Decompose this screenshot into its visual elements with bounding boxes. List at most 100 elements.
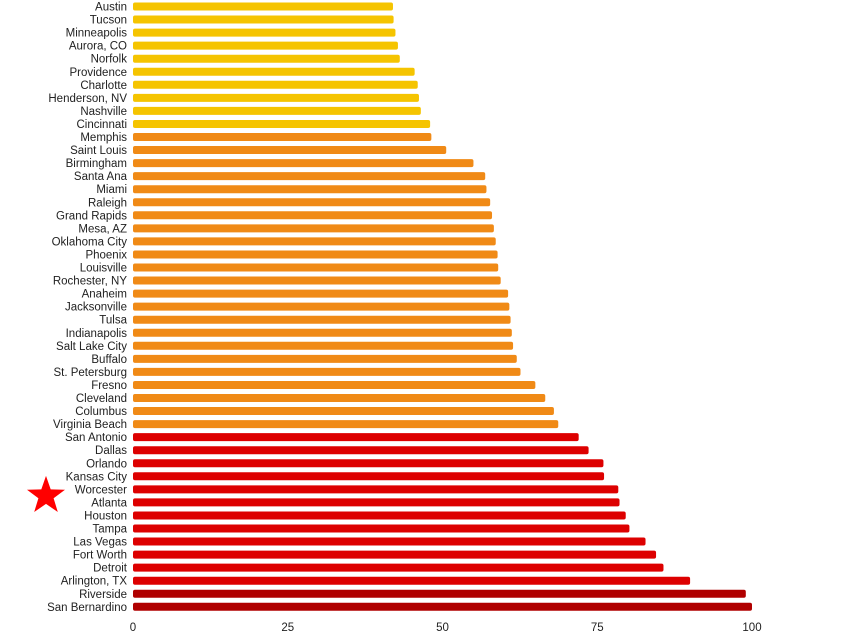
category-label: Cincinnati <box>77 119 128 131</box>
category-label: Phoenix <box>85 249 127 261</box>
bar <box>133 602 752 611</box>
category-label: Arlington, TX <box>61 576 128 588</box>
category-label: Charlotte <box>80 80 127 92</box>
bar <box>133 589 746 598</box>
category-label: Raleigh <box>88 197 127 209</box>
category-label: Fresno <box>91 380 127 392</box>
bar <box>133 563 664 572</box>
bar <box>133 67 415 76</box>
bar <box>133 433 579 442</box>
bar <box>133 172 486 181</box>
category-label: Buffalo <box>91 354 127 366</box>
bars-layer <box>133 2 752 611</box>
bar <box>133 250 498 259</box>
category-label: Orlando <box>86 458 127 470</box>
bar <box>133 446 589 455</box>
category-label: Tulsa <box>99 315 127 327</box>
category-label: Riverside <box>79 589 127 601</box>
category-label: Providence <box>69 67 127 79</box>
category-label: Worcester <box>75 484 127 496</box>
category-label: Henderson, NV <box>48 93 127 105</box>
category-label: Cleveland <box>76 393 127 405</box>
category-label: Jacksonville <box>65 302 127 314</box>
category-label: Atlanta <box>91 497 127 509</box>
bar <box>133 41 398 50</box>
category-label: Austin <box>95 2 127 14</box>
category-label: Kansas City <box>66 471 128 483</box>
bar <box>133 302 510 311</box>
category-label: Tampa <box>92 524 127 536</box>
category-label: Salt Lake City <box>56 341 127 353</box>
bar <box>133 420 559 429</box>
bar <box>133 224 494 233</box>
bar <box>133 276 501 285</box>
category-label: Virginia Beach <box>53 419 127 431</box>
bar <box>133 289 509 298</box>
bar <box>133 550 657 559</box>
category-label: Birmingham <box>66 158 127 170</box>
bar <box>133 472 605 481</box>
category-label: Oklahoma City <box>52 236 128 248</box>
category-label: Aurora, CO <box>69 41 127 53</box>
bar <box>133 394 546 402</box>
category-label: Detroit <box>93 563 128 575</box>
highlight-marker-layer <box>27 475 65 512</box>
bar <box>133 185 487 194</box>
bar <box>133 15 394 24</box>
bar <box>133 80 418 89</box>
bar <box>133 576 691 585</box>
category-label: Saint Louis <box>70 145 127 157</box>
bar <box>133 315 511 324</box>
category-label: St. Petersburg <box>53 367 127 379</box>
bar <box>133 211 493 220</box>
category-label: Minneapolis <box>66 28 128 40</box>
bar <box>133 159 474 168</box>
category-label: Nashville <box>80 106 127 118</box>
bar <box>133 119 431 128</box>
category-label: Tucson <box>90 15 127 27</box>
category-label: Fort Worth <box>73 550 127 562</box>
category-label: Houston <box>84 510 127 522</box>
bar <box>133 198 491 207</box>
category-label: Rochester, NY <box>53 276 127 288</box>
bar <box>133 380 536 389</box>
x-axis: 0 25 50 75 100 <box>130 622 762 634</box>
bar <box>133 237 496 246</box>
bar <box>133 106 421 115</box>
bar <box>133 263 499 272</box>
category-label: Louisville <box>80 263 127 275</box>
category-label: Grand Rapids <box>56 210 127 222</box>
bar <box>133 341 514 350</box>
bar <box>133 133 432 141</box>
bar <box>133 524 630 533</box>
category-label: Anaheim <box>82 289 127 301</box>
category-label: Miami <box>96 184 127 196</box>
bar <box>133 2 393 11</box>
category-label: Santa Ana <box>74 171 128 183</box>
bar <box>133 407 554 416</box>
bar <box>133 498 620 507</box>
category-label: San Antonio <box>65 432 127 444</box>
bar <box>133 367 521 376</box>
x-tick-label: 75 <box>591 622 604 634</box>
category-label: Indianapolis <box>66 328 128 340</box>
bar <box>133 93 419 102</box>
category-label: Norfolk <box>91 54 128 66</box>
x-tick-label: 25 <box>281 622 294 634</box>
category-label: Mesa, AZ <box>78 223 127 235</box>
category-label: Memphis <box>80 132 127 144</box>
x-tick-label: 50 <box>436 622 449 634</box>
bar <box>133 54 400 63</box>
bar <box>133 354 517 363</box>
category-label: Columbus <box>75 406 127 418</box>
x-tick-label: 0 <box>130 622 136 634</box>
category-label: Las Vegas <box>73 537 127 549</box>
bar <box>133 511 626 520</box>
bar <box>133 328 512 337</box>
bar <box>133 28 396 37</box>
x-tick-label: 100 <box>742 622 761 634</box>
bar <box>133 459 604 468</box>
bar <box>133 146 447 155</box>
